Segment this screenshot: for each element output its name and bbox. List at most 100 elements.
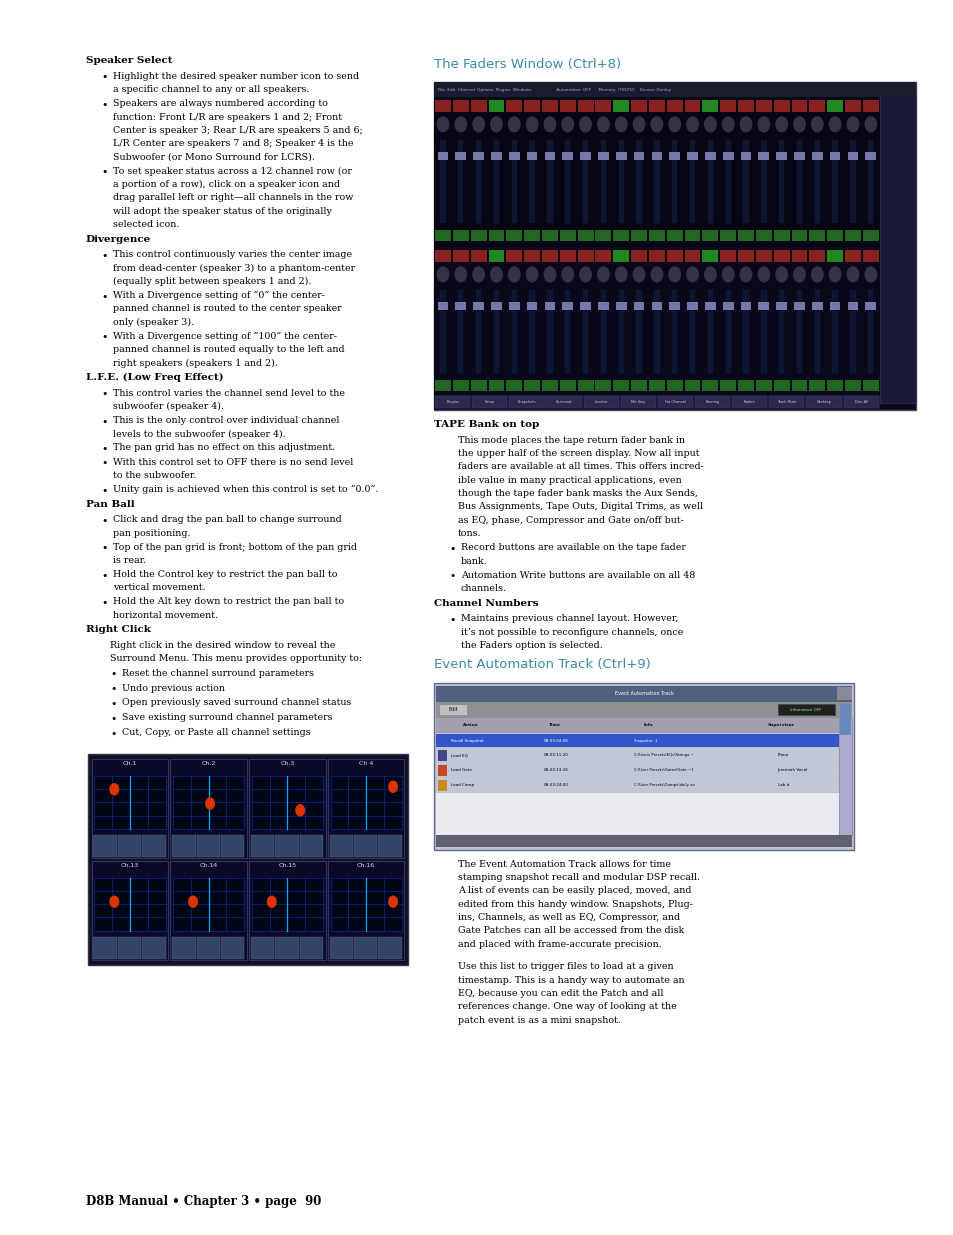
Text: subwoofer (speaker 4).: subwoofer (speaker 4). [112, 403, 223, 411]
Text: Action: Action [462, 724, 477, 727]
Bar [720, 230, 736, 241]
Bar [434, 247, 879, 398]
Text: (equally split between speakers 1 and 2).: (equally split between speakers 1 and 2)… [112, 277, 311, 287]
Text: tons.: tons. [457, 529, 481, 538]
Bar [849, 290, 855, 373]
Text: •: • [101, 100, 108, 110]
Circle shape [543, 267, 555, 282]
Bar [862, 249, 878, 262]
Bar [669, 152, 679, 161]
Bar [529, 290, 535, 373]
Bar [701, 380, 718, 391]
Bar [776, 303, 786, 310]
Text: Maintains previous channel layout. However,: Maintains previous channel layout. Howev… [460, 615, 678, 624]
Bar [526, 152, 537, 161]
Bar [506, 249, 521, 262]
Bar [704, 303, 715, 310]
Bar [436, 793, 838, 835]
Bar [631, 100, 646, 112]
Text: With this control set to OFF there is no send level: With this control set to OFF there is no… [112, 458, 353, 467]
Bar [791, 249, 806, 262]
Bar [805, 396, 841, 409]
Bar [793, 152, 804, 161]
Bar [843, 687, 851, 700]
Bar [455, 303, 466, 310]
Bar [738, 249, 753, 262]
Bar [506, 230, 521, 241]
Circle shape [828, 117, 840, 132]
Circle shape [704, 267, 716, 282]
Bar [354, 937, 377, 960]
Text: •: • [101, 516, 108, 526]
Circle shape [775, 117, 786, 132]
Bar [252, 777, 322, 829]
Bar [196, 835, 219, 857]
Bar [595, 230, 611, 241]
Bar [613, 249, 629, 262]
Bar [658, 396, 692, 409]
Text: Event Automation Track (Ctrl+9): Event Automation Track (Ctrl+9) [434, 658, 650, 671]
Text: the Faders option is selected.: the Faders option is selected. [460, 641, 602, 650]
Bar [455, 152, 466, 161]
Text: timestamp. This is a handy way to automate an: timestamp. This is a handy way to automa… [457, 976, 684, 984]
Bar [829, 152, 840, 161]
Text: is rear.: is rear. [112, 556, 146, 564]
Bar [544, 303, 555, 310]
Bar [707, 140, 712, 222]
Bar [742, 290, 748, 373]
Circle shape [668, 117, 679, 132]
Text: C:\User Presets\Gates\Gate ~1: C:\User Presets\Gates\Gate ~1 [634, 768, 695, 772]
Bar [811, 303, 821, 310]
Bar [684, 100, 700, 112]
Text: Ch 4: Ch 4 [358, 762, 373, 767]
Bar [438, 704, 467, 715]
Bar [791, 100, 806, 112]
Bar [541, 249, 558, 262]
Bar [541, 100, 558, 112]
Bar [434, 83, 915, 410]
Bar [618, 140, 623, 222]
Bar [720, 249, 736, 262]
Text: Edit: Edit [448, 708, 457, 713]
Text: •: • [101, 445, 108, 454]
Bar [600, 140, 605, 222]
Bar [595, 380, 611, 391]
Bar [755, 230, 771, 241]
Text: ins, Channels, as well as EQ, Compressor, and: ins, Channels, as well as EQ, Compressor… [457, 913, 679, 923]
Text: references change. One way of looking at the: references change. One way of looking at… [457, 1002, 676, 1011]
Bar [577, 100, 593, 112]
Bar [631, 380, 646, 391]
Circle shape [740, 267, 751, 282]
Text: bank.: bank. [460, 557, 487, 566]
Text: •: • [449, 615, 456, 625]
Circle shape [793, 117, 804, 132]
Text: 08:03:11:20: 08:03:11:20 [543, 753, 568, 757]
Bar [755, 249, 771, 262]
Bar [701, 249, 718, 262]
Bar [437, 779, 447, 790]
Bar [453, 249, 468, 262]
Bar [541, 230, 558, 241]
Bar [511, 140, 517, 222]
Text: Undo previous action: Undo previous action [122, 684, 225, 693]
Bar [826, 230, 842, 241]
Text: •: • [101, 291, 108, 301]
Bar [437, 764, 447, 776]
Circle shape [436, 117, 448, 132]
Text: Ch.16: Ch.16 [356, 863, 375, 868]
Bar [595, 100, 611, 112]
Bar [613, 100, 629, 112]
Bar [354, 835, 377, 857]
Bar [595, 249, 611, 262]
Bar [633, 303, 643, 310]
Text: Setup: Setup [484, 400, 495, 404]
Text: Info: Info [643, 724, 653, 727]
Bar [846, 303, 858, 310]
Circle shape [828, 267, 840, 282]
Bar [88, 755, 408, 966]
Text: Jeremiah Vocal: Jeremiah Vocal [777, 768, 807, 772]
Bar [598, 152, 608, 161]
Bar [648, 100, 664, 112]
Text: •: • [101, 571, 108, 580]
Text: Recall Snapshot: Recall Snapshot [451, 739, 483, 742]
